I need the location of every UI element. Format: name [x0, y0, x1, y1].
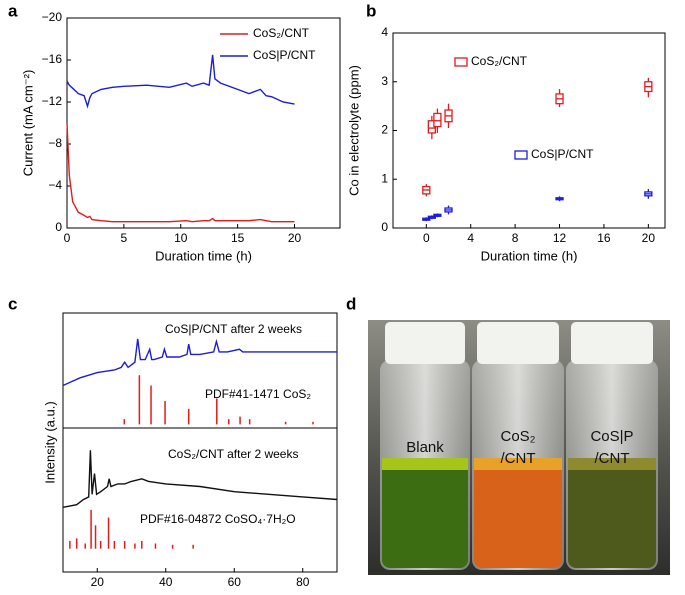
line: [62, 338, 337, 387]
x-tick-label: 20: [91, 575, 105, 589]
y-tick-label: −16: [42, 52, 63, 66]
legend-swatch: [454, 57, 468, 67]
x-axis-label: Duration time (h): [481, 248, 578, 263]
x-tick-label: 60: [228, 575, 242, 589]
liquid-surface: [474, 458, 562, 470]
x-tick-label: 0: [64, 231, 71, 245]
legend-label: CoS|P/CNT: [531, 147, 594, 161]
cap: [385, 322, 465, 364]
plot-frame: [62, 312, 338, 573]
y-tick-label: −8: [48, 136, 62, 150]
liquid-surface: [568, 458, 656, 470]
x-tick-label: 4: [467, 231, 474, 245]
x-tick-label: 20: [642, 231, 656, 245]
liquid: [474, 458, 562, 568]
annotation: CoS|P/CNT after 2 weeks: [165, 322, 302, 336]
panel-label: b: [366, 1, 376, 20]
y-tick-label: 0: [381, 220, 388, 234]
y-axis-label: Current (mA cm⁻²): [20, 70, 35, 177]
vial-label: CoS₂: [500, 428, 535, 445]
x-axis-label: 2θ (degree): [166, 592, 233, 595]
x-tick-label: 80: [296, 575, 310, 589]
liquid-surface: [382, 458, 468, 470]
line: [62, 450, 338, 508]
y-axis-label: Intensity (a.u.): [42, 401, 57, 483]
vial-label: Blank: [406, 439, 444, 456]
vial-label: /CNT: [501, 450, 536, 467]
x-tick-label: 5: [121, 231, 128, 245]
cap: [477, 322, 559, 364]
liquid: [568, 458, 656, 568]
legend-label: CoS₂/CNT: [253, 26, 310, 40]
panel-label: a: [8, 1, 18, 20]
x-tick-label: 20: [288, 231, 302, 245]
x-tick-label: 16: [597, 231, 611, 245]
x-tick-label: 10: [174, 231, 188, 245]
line: [66, 54, 295, 109]
y-tick-label: 1: [381, 171, 388, 185]
annotation: CoS₂/CNT after 2 weeks: [168, 447, 298, 461]
y-tick-label: 2: [381, 123, 388, 137]
legend-swatch: [514, 150, 528, 160]
cap: [571, 322, 653, 364]
panel-label: c: [8, 294, 17, 313]
legend-label: CoS₂/CNT: [471, 54, 528, 68]
box: [433, 112, 442, 128]
y-tick-label: −20: [42, 10, 63, 24]
vial-label: CoS|P: [590, 428, 633, 445]
y-axis-label: Co in electrolyte (ppm): [346, 65, 361, 196]
photo: [368, 320, 670, 575]
x-tick-label: 12: [553, 231, 567, 245]
x-tick-label: 15: [231, 231, 245, 245]
panel-label: d: [346, 294, 356, 313]
liquid: [382, 458, 468, 568]
x-tick-label: 8: [512, 231, 519, 245]
line: [66, 122, 295, 223]
y-tick-label: −4: [48, 178, 62, 192]
y-tick-label: 4: [381, 25, 388, 39]
x-tick-label: 0: [423, 231, 430, 245]
y-tick-label: 0: [55, 220, 62, 234]
x-tick-label: 40: [159, 575, 173, 589]
annotation: PDF#41-1471 CoS₂: [205, 387, 311, 401]
x-axis-label: Duration time (h): [155, 248, 252, 263]
y-tick-label: 3: [381, 74, 388, 88]
y-tick-label: −12: [42, 94, 63, 108]
annotation: PDF#16-04872 CoSO₄·7H₂O: [140, 512, 296, 526]
vial-label: /CNT: [595, 450, 630, 467]
legend-label: CoS|P/CNT: [253, 48, 316, 62]
